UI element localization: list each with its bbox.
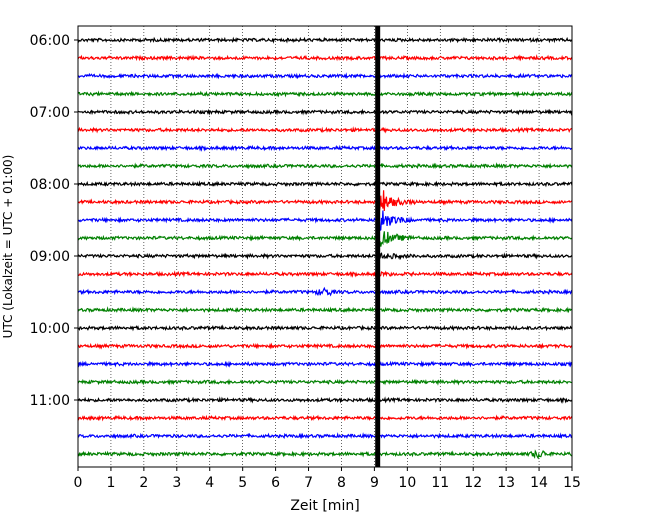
trace-23 — [77, 449, 573, 460]
trace-17 — [77, 342, 573, 350]
x-tick-label: 9 — [370, 475, 379, 491]
trace-22 — [77, 432, 573, 440]
trace-2 — [77, 72, 573, 80]
y-tick-label: 10:00 — [30, 321, 70, 337]
trace-14 — [77, 286, 573, 297]
y-tick-label: 06:00 — [30, 33, 70, 49]
x-tick-label: 3 — [172, 475, 181, 491]
y-tick-label: 11:00 — [30, 393, 70, 409]
trace-20 — [77, 396, 573, 404]
trace-1 — [77, 54, 573, 62]
trace-21 — [77, 414, 573, 422]
trace-6 — [77, 144, 573, 152]
y-tick-label: 08:00 — [30, 177, 70, 193]
x-tick-label: 13 — [497, 475, 515, 491]
trace-15 — [77, 306, 573, 314]
trace-8 — [77, 180, 573, 188]
x-axis-label: Zeit [min] — [290, 498, 359, 514]
trace-0 — [77, 36, 573, 44]
x-tick-label: 7 — [304, 475, 313, 491]
trace-16 — [78, 324, 573, 332]
x-tick-label: 8 — [337, 475, 346, 491]
trace-5 — [77, 126, 573, 134]
x-tick-label: 15 — [563, 475, 581, 491]
x-ticks: 0 1 2 3 4 5 6 7 8 9 10 11 12 13 14 15 — [74, 467, 581, 491]
x-tick-label: 0 — [74, 475, 83, 491]
trace-13 — [77, 270, 573, 278]
x-tick-label: 5 — [238, 475, 247, 491]
trace-3 — [77, 90, 573, 98]
trace-layer — [77, 36, 573, 460]
y-tick-label: 09:00 — [30, 249, 70, 265]
x-tick-label: 2 — [139, 475, 148, 491]
trace-18 — [77, 360, 573, 368]
trace-7 — [77, 162, 573, 170]
plot-frame — [77, 25, 573, 468]
x-tick-label: 4 — [205, 475, 214, 491]
trace-11 — [77, 231, 573, 248]
y-axis-label: UTC (Lokalzeit = UTC + 01:00) — [1, 155, 15, 339]
x-tick-label: 14 — [530, 475, 548, 491]
trace-10 — [77, 210, 573, 232]
x-tick-label: 12 — [464, 475, 482, 491]
y-tick-label: 07:00 — [30, 105, 70, 121]
x-tick-label: 11 — [431, 475, 449, 491]
trace-19 — [77, 378, 573, 386]
trace-12 — [77, 252, 573, 261]
x-tick-label: 1 — [106, 475, 115, 491]
trace-9 — [77, 190, 573, 212]
y-ticks: 06:00 07:00 08:00 09:00 10:00 11:00 — [30, 33, 78, 409]
x-tick-label: 10 — [398, 475, 416, 491]
x-tick-label: 6 — [271, 475, 280, 491]
trace-4 — [77, 108, 573, 116]
